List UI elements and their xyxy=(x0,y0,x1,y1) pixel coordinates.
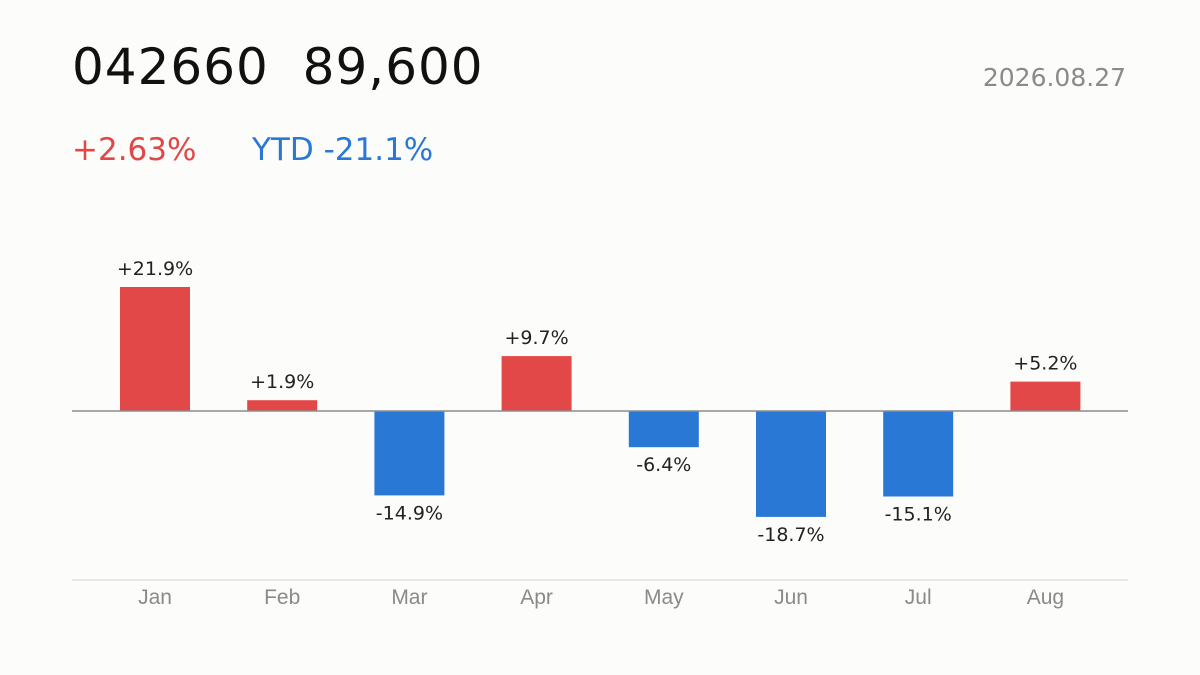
category-label-may: May xyxy=(644,586,684,609)
ticker-price-heading: 042660 89,600 xyxy=(72,38,484,96)
ytd-change: YTD -21.1% xyxy=(252,132,434,168)
bar-jul xyxy=(883,411,954,497)
value-label-may: -6.4% xyxy=(636,454,691,476)
value-label-jul: -15.1% xyxy=(885,504,952,526)
date-stamp: 2026.08.27 xyxy=(982,63,1126,92)
price-value: 89,600 xyxy=(302,38,484,96)
value-label-apr: +9.7% xyxy=(504,327,568,349)
value-label-aug: +5.2% xyxy=(1013,353,1077,375)
category-label-apr: Apr xyxy=(520,586,553,609)
category-label-jan: Jan xyxy=(138,586,172,609)
bar-jan xyxy=(120,287,190,411)
value-label-feb: +1.9% xyxy=(250,371,314,393)
ticker-code: 042660 xyxy=(72,38,269,96)
bars-group xyxy=(120,287,1081,517)
value-label-mar: -14.9% xyxy=(376,502,443,524)
bar-jun xyxy=(756,411,826,517)
value-label-jan: +21.9% xyxy=(117,258,193,280)
bar-apr xyxy=(501,356,572,411)
category-label-mar: Mar xyxy=(391,586,427,609)
bar-feb xyxy=(247,400,318,411)
category-label-aug: Aug xyxy=(1027,586,1064,609)
category-label-jul: Jul xyxy=(905,586,932,609)
bar-mar xyxy=(374,411,445,496)
bar-aug xyxy=(1010,381,1081,411)
category-label-feb: Feb xyxy=(264,586,300,609)
category-label-jun: Jun xyxy=(774,586,808,609)
value-label-jun: -18.7% xyxy=(757,524,824,546)
daily-change: +2.63% xyxy=(72,132,197,168)
bar-may xyxy=(628,411,699,448)
labels-group: +21.9% Jan +1.9% Feb -14.9% Mar +9.7% Apr -6.4% M… xyxy=(117,258,1078,609)
